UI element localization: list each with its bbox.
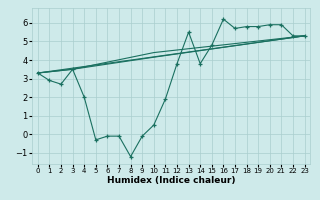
- X-axis label: Humidex (Indice chaleur): Humidex (Indice chaleur): [107, 176, 236, 185]
